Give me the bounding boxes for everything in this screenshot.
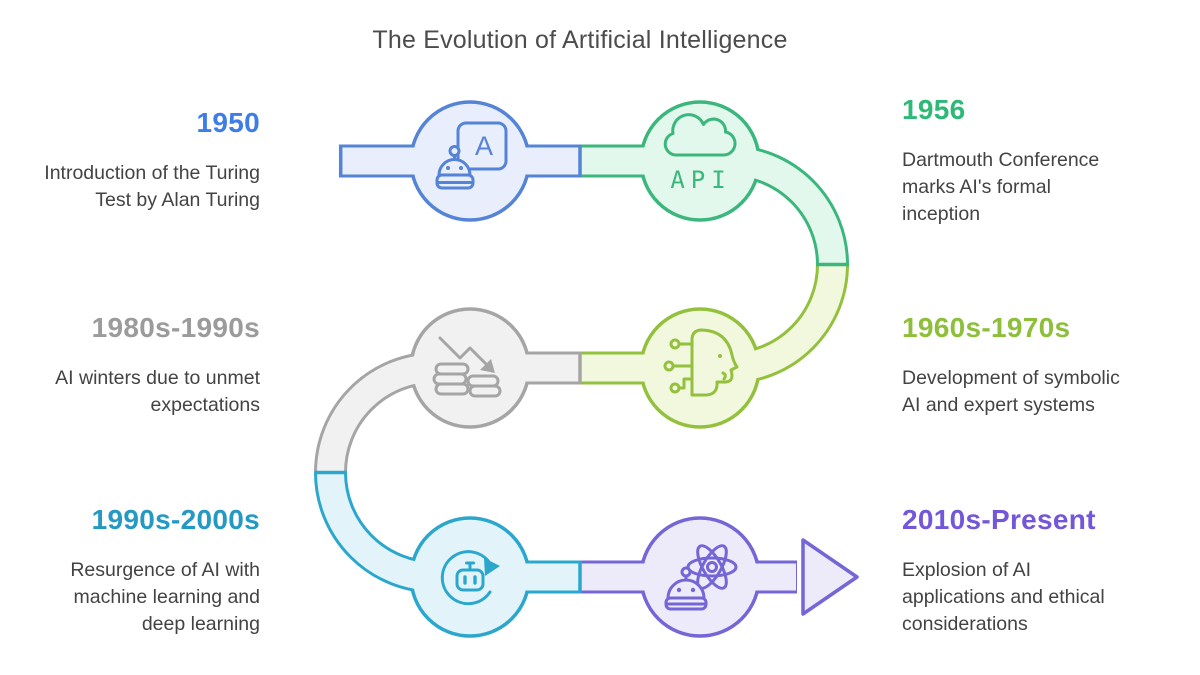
milestone-1950-description: Introduction of the Turing Test by Alan … — [44, 161, 260, 211]
band-color-dividers — [314, 144, 849, 594]
ai-head-circuit-icon — [663, 328, 739, 397]
milestone-1960s-description: Development of symbolic AI and expert sy… — [902, 366, 1120, 416]
milestone-1990s-year: 1990s-2000s — [91, 504, 260, 535]
turing-test-robot-icon: A — [435, 121, 508, 190]
api-label: API — [670, 166, 731, 194]
milestone-1956-year: 1956 — [902, 94, 966, 125]
milestone-1950: 1950 Introduction of the Turing Test by … — [8, 107, 260, 214]
milestone-1990s-description: Resurgence of AI with machine learning a… — [70, 558, 260, 635]
milestone-1990s: 1990s-2000s Resurgence of AI with machin… — [8, 504, 260, 638]
letter-a-glyph: A — [475, 131, 493, 161]
milestone-2010s-description: Explosion of AI applications and ethical… — [902, 558, 1105, 635]
cloud-api-icon: API — [663, 113, 737, 194]
timeline-arrowhead — [801, 538, 859, 616]
milestone-1960s: 1960s-1970s Development of symbolic AI a… — [902, 312, 1192, 419]
milestone-1950-year: 1950 — [196, 107, 260, 138]
milestone-2010s: 2010s-Present Explosion of AI applicatio… — [902, 504, 1192, 638]
milestone-1956: 1956 Dartmouth Conference marks AI's for… — [902, 94, 1192, 228]
milestone-2010s-year: 2010s-Present — [902, 504, 1096, 535]
milestone-1980s: 1980s-1990s AI winters due to unmet expe… — [8, 312, 260, 419]
robot-atom-icon — [664, 544, 738, 611]
milestone-1980s-description: AI winters due to unmet expectations — [55, 366, 260, 416]
milestone-1980s-year: 1980s-1990s — [91, 312, 260, 343]
diagram-title: The Evolution of Artificial Intelligence — [372, 26, 788, 54]
decline-chart-coins-icon — [432, 336, 502, 398]
milestone-1956-description: Dartmouth Conference marks AI's formal i… — [902, 148, 1100, 225]
milestone-1960s-year: 1960s-1970s — [902, 312, 1071, 343]
robot-refresh-icon — [440, 550, 500, 606]
